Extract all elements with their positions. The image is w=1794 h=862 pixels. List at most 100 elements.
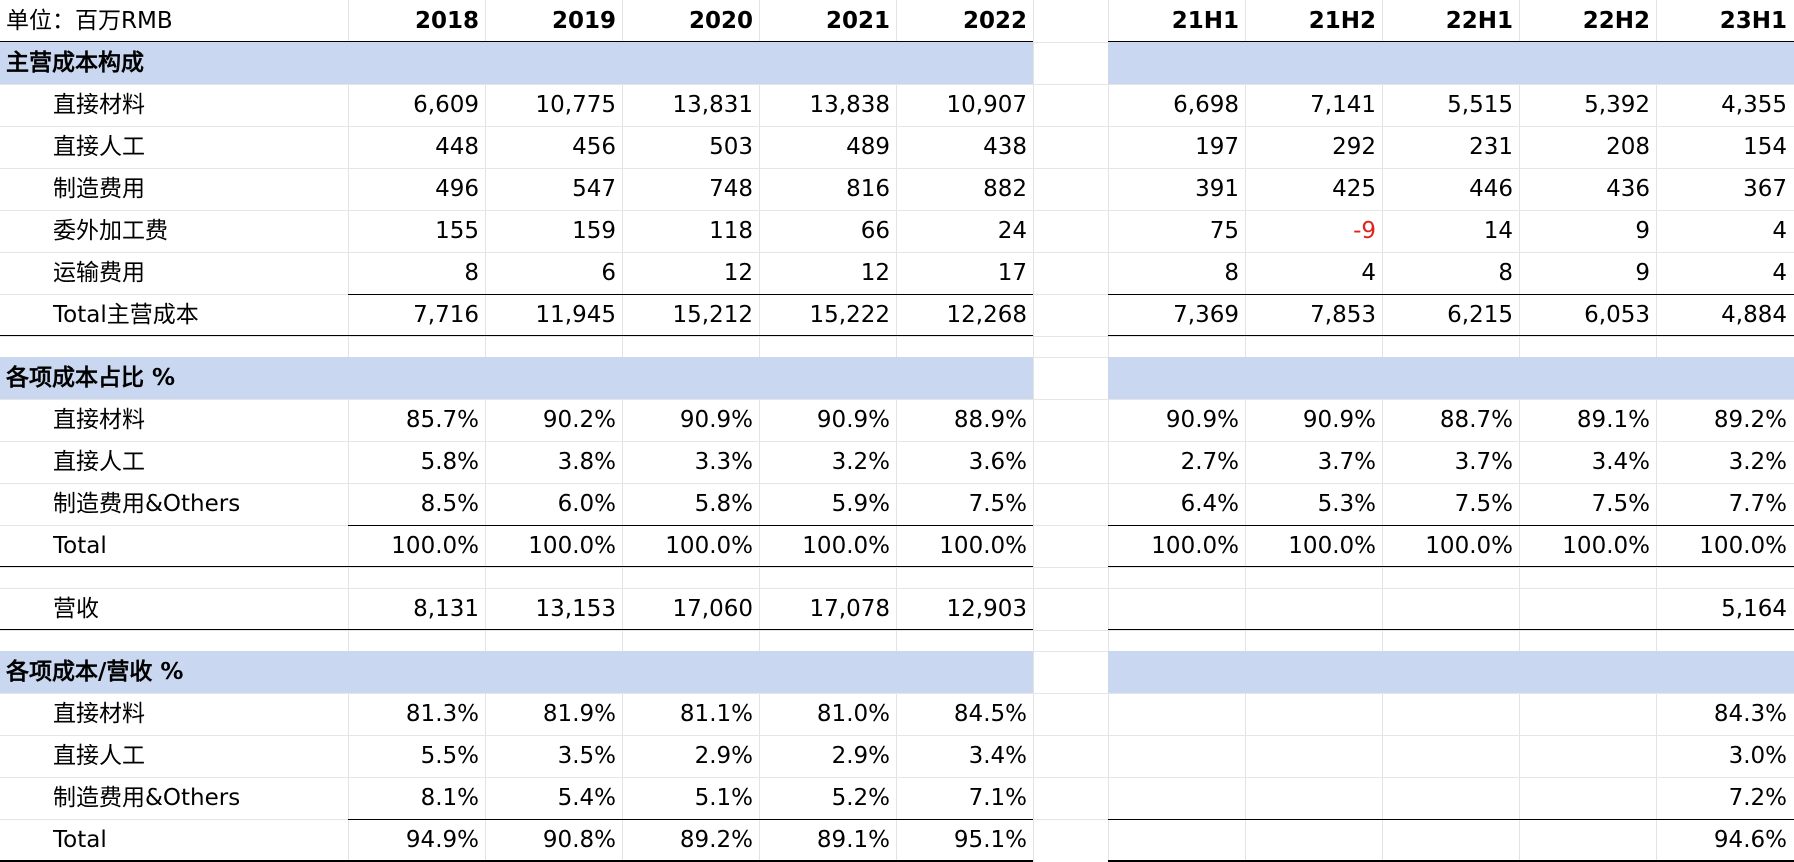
year-value-cell[interactable]: 12,268 bbox=[946, 302, 1027, 328]
half-value-cell[interactable] bbox=[1382, 588, 1519, 630]
half-value-cell[interactable]: 367 bbox=[1743, 176, 1787, 202]
year-value-cell[interactable]: 2.9% bbox=[831, 743, 890, 769]
year-value-cell[interactable]: 7.5% bbox=[968, 491, 1027, 517]
year-value-cell[interactable]: 90.8% bbox=[542, 827, 616, 853]
half-value-cell[interactable]: 90.9% bbox=[1165, 407, 1239, 433]
half-value-cell[interactable]: 4,884 bbox=[1721, 302, 1787, 328]
year-value-cell[interactable]: 13,831 bbox=[672, 92, 753, 118]
half-value-cell[interactable] bbox=[1519, 735, 1656, 777]
half-value-cell[interactable]: 7.7% bbox=[1728, 491, 1787, 517]
half-value-cell[interactable]: 3.7% bbox=[1317, 449, 1376, 475]
year-value-cell[interactable]: 438 bbox=[983, 134, 1027, 160]
half-value-cell[interactable] bbox=[1519, 819, 1656, 861]
year-value-cell[interactable]: 17,078 bbox=[809, 596, 890, 622]
row-label[interactable]: 制造费用&Others bbox=[53, 491, 241, 517]
half-value-cell[interactable] bbox=[1382, 735, 1519, 777]
half-value-cell[interactable]: 7.2% bbox=[1728, 785, 1787, 811]
year-value-cell[interactable]: 6,609 bbox=[413, 92, 479, 118]
year-value-cell[interactable]: 8 bbox=[464, 260, 479, 286]
year-header-2018[interactable]: 2018 bbox=[414, 8, 479, 34]
half-value-cell[interactable]: 7.5% bbox=[1591, 491, 1650, 517]
half-value-cell[interactable]: 100.0% bbox=[1699, 533, 1787, 559]
half-value-cell[interactable] bbox=[1382, 693, 1519, 735]
half-value-cell[interactable]: 6,215 bbox=[1447, 302, 1513, 328]
row-label[interactable]: 制造费用 bbox=[53, 176, 145, 202]
year-value-cell[interactable]: 8,131 bbox=[413, 596, 479, 622]
year-value-cell[interactable]: 6.0% bbox=[557, 491, 616, 517]
row-label[interactable]: 运输费用 bbox=[53, 260, 145, 286]
half-value-cell[interactable]: 100.0% bbox=[1562, 533, 1650, 559]
half-value-cell[interactable]: 436 bbox=[1606, 176, 1650, 202]
row-label[interactable]: 直接材料 bbox=[53, 407, 145, 433]
half-value-cell[interactable]: 9 bbox=[1635, 218, 1650, 244]
half-header-21h2[interactable]: 21H2 bbox=[1308, 8, 1376, 34]
row-label[interactable]: 营收 bbox=[53, 596, 99, 622]
year-value-cell[interactable]: 155 bbox=[435, 218, 479, 244]
year-value-cell[interactable]: 10,907 bbox=[946, 92, 1027, 118]
half-value-cell[interactable]: 4 bbox=[1772, 218, 1787, 244]
half-value-cell[interactable] bbox=[1519, 693, 1656, 735]
year-value-cell[interactable]: 5.1% bbox=[694, 785, 753, 811]
half-value-cell[interactable]: 5,515 bbox=[1447, 92, 1513, 118]
year-value-cell[interactable]: 12 bbox=[723, 260, 753, 286]
year-value-cell[interactable]: 3.5% bbox=[557, 743, 616, 769]
half-value-cell[interactable] bbox=[1245, 735, 1382, 777]
half-value-cell[interactable] bbox=[1519, 588, 1656, 630]
half-value-cell[interactable] bbox=[1382, 777, 1519, 819]
half-value-cell[interactable] bbox=[1108, 777, 1245, 819]
year-value-cell[interactable]: 17 bbox=[997, 260, 1027, 286]
year-value-cell[interactable]: 3.6% bbox=[968, 449, 1027, 475]
year-value-cell[interactable]: 503 bbox=[709, 134, 753, 160]
half-value-cell[interactable] bbox=[1382, 819, 1519, 861]
half-value-cell[interactable]: 5.3% bbox=[1317, 491, 1376, 517]
row-label[interactable]: 直接人工 bbox=[53, 449, 145, 475]
row-label[interactable]: 委外加工费 bbox=[53, 218, 168, 244]
half-header-22h2[interactable]: 22H2 bbox=[1582, 8, 1650, 34]
year-value-cell[interactable]: 7.1% bbox=[968, 785, 1027, 811]
year-value-cell[interactable]: 7,716 bbox=[413, 302, 479, 328]
half-value-cell[interactable]: 425 bbox=[1332, 176, 1376, 202]
half-header-22h1[interactable]: 22H1 bbox=[1445, 8, 1513, 34]
year-value-cell[interactable]: 5.8% bbox=[694, 491, 753, 517]
year-value-cell[interactable]: 66 bbox=[860, 218, 890, 244]
half-value-cell[interactable] bbox=[1245, 777, 1382, 819]
half-value-cell[interactable]: 6.4% bbox=[1180, 491, 1239, 517]
row-label[interactable]: Total主营成本 bbox=[53, 302, 199, 328]
half-value-cell[interactable]: 94.6% bbox=[1713, 827, 1787, 853]
unit-label[interactable]: 单位：百万RMB bbox=[6, 8, 173, 34]
year-header-2022[interactable]: 2022 bbox=[962, 8, 1027, 34]
year-value-cell[interactable]: 3.3% bbox=[694, 449, 753, 475]
year-value-cell[interactable]: 3.2% bbox=[831, 449, 890, 475]
year-value-cell[interactable]: 100.0% bbox=[665, 533, 753, 559]
year-value-cell[interactable]: 748 bbox=[709, 176, 753, 202]
half-value-cell[interactable] bbox=[1245, 693, 1382, 735]
row-label[interactable]: Total bbox=[53, 533, 107, 559]
year-header-2021[interactable]: 2021 bbox=[825, 8, 890, 34]
half-value-cell[interactable]: 90.9% bbox=[1302, 407, 1376, 433]
year-value-cell[interactable]: 456 bbox=[572, 134, 616, 160]
year-value-cell[interactable]: 90.9% bbox=[679, 407, 753, 433]
half-value-cell[interactable]: 154 bbox=[1743, 134, 1787, 160]
half-value-cell[interactable]: 6,053 bbox=[1584, 302, 1650, 328]
year-value-cell[interactable]: 8.5% bbox=[420, 491, 479, 517]
half-value-cell[interactable]: 5,392 bbox=[1584, 92, 1650, 118]
row-label[interactable]: 直接材料 bbox=[53, 92, 145, 118]
half-value-cell[interactable]: 2.7% bbox=[1180, 449, 1239, 475]
half-value-cell[interactable]: 7,853 bbox=[1310, 302, 1376, 328]
year-value-cell[interactable]: 13,153 bbox=[535, 596, 616, 622]
section-title[interactable]: 各项成本占比 % bbox=[6, 365, 176, 391]
half-value-cell[interactable] bbox=[1108, 735, 1245, 777]
year-value-cell[interactable]: 17,060 bbox=[672, 596, 753, 622]
year-value-cell[interactable]: 90.9% bbox=[816, 407, 890, 433]
year-value-cell[interactable]: 159 bbox=[572, 218, 616, 244]
year-value-cell[interactable]: 6 bbox=[601, 260, 616, 286]
year-value-cell[interactable]: 5.2% bbox=[831, 785, 890, 811]
year-value-cell[interactable]: 81.0% bbox=[816, 701, 890, 727]
half-value-cell[interactable]: 4,355 bbox=[1721, 92, 1787, 118]
section-title[interactable]: 各项成本/营收 % bbox=[6, 659, 184, 685]
half-value-cell[interactable]: 4 bbox=[1361, 260, 1376, 286]
half-value-cell[interactable]: 208 bbox=[1606, 134, 1650, 160]
half-value-cell[interactable]: 100.0% bbox=[1425, 533, 1513, 559]
year-value-cell[interactable]: 8.1% bbox=[420, 785, 479, 811]
row-label[interactable]: 直接人工 bbox=[53, 743, 145, 769]
